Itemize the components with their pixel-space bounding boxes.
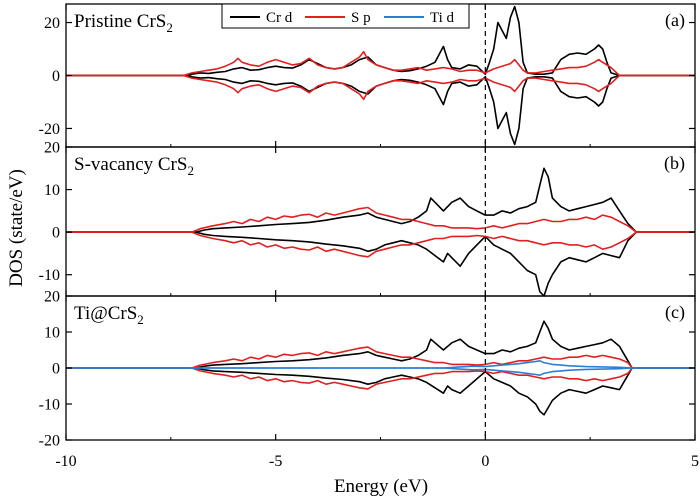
y-tick-label-c: -20 xyxy=(39,433,60,450)
y-tick-label-b: 10 xyxy=(44,182,60,199)
legend-box xyxy=(221,3,470,29)
y-tick-label-a: 0 xyxy=(52,68,60,85)
x-tick-label: -5 xyxy=(269,453,282,470)
series-a-cr-d-down xyxy=(66,74,695,146)
y-tick-label-a: 20 xyxy=(44,15,60,32)
y-tick-label-c: -10 xyxy=(39,397,60,414)
series-b-cr-d-up xyxy=(66,167,695,233)
y-tick-label-b: 0 xyxy=(52,225,60,242)
x-tick-label: -10 xyxy=(55,453,76,470)
series-a-s-p-down xyxy=(66,74,695,101)
y-axis-title: DOS (state/eV) xyxy=(6,169,27,287)
y-tick-label-b: 20 xyxy=(44,140,60,157)
series-c-s-p-down xyxy=(66,367,695,390)
x-tick-label: 5 xyxy=(691,453,699,470)
x-axis-title: Energy (eV) xyxy=(334,476,428,497)
panel-title-a: Pristine CrS2 xyxy=(74,11,173,35)
panel-b: -10 0 10 20 S-vacancy CrS2 (b) xyxy=(39,140,696,297)
panel-title-b: S-vacancy CrS2 xyxy=(74,154,194,178)
series-a-cr-d-up xyxy=(66,5,695,77)
series-b-s-p-up xyxy=(66,206,695,233)
panels-layer: -20 0 20 Pristine CrS2 (a) -10 0 10 20 S-vacancy … xyxy=(39,3,699,470)
panel-letter-c: (c) xyxy=(665,302,685,323)
panel-c: -20 -10 0 10 20 Ti@CrS2 (c) xyxy=(39,289,696,450)
panel-letter-a: (a) xyxy=(665,10,685,31)
y-tick-label-c: 20 xyxy=(44,289,60,306)
legend-label-s-p: S p xyxy=(351,10,371,26)
y-tick-label-c: 10 xyxy=(44,325,60,342)
series-c-s-p-up xyxy=(66,346,695,369)
legend-label-ti-d: Ti d xyxy=(430,10,455,26)
series-c-cr-d-up xyxy=(66,320,695,369)
series-b-cr-d-down xyxy=(66,231,695,297)
x-tick-label: 0 xyxy=(481,453,489,470)
panel-letter-b: (b) xyxy=(664,153,685,174)
series-c-ti-d-down xyxy=(66,367,695,376)
y-tick-label-c: 0 xyxy=(52,361,60,378)
legend: Cr d S p Ti d xyxy=(221,3,470,29)
legend-label-cr-d: Cr d xyxy=(266,10,293,26)
panel-title-c: Ti@CrS2 xyxy=(74,303,144,327)
y-tick-label-a: -20 xyxy=(39,121,60,138)
series-c-cr-d-down xyxy=(66,367,695,416)
y-tick-label-b: -10 xyxy=(39,267,60,284)
series-c-ti-d-up xyxy=(66,360,695,369)
series-b-s-p-down xyxy=(66,231,695,258)
series-a-s-p-up xyxy=(66,50,695,77)
